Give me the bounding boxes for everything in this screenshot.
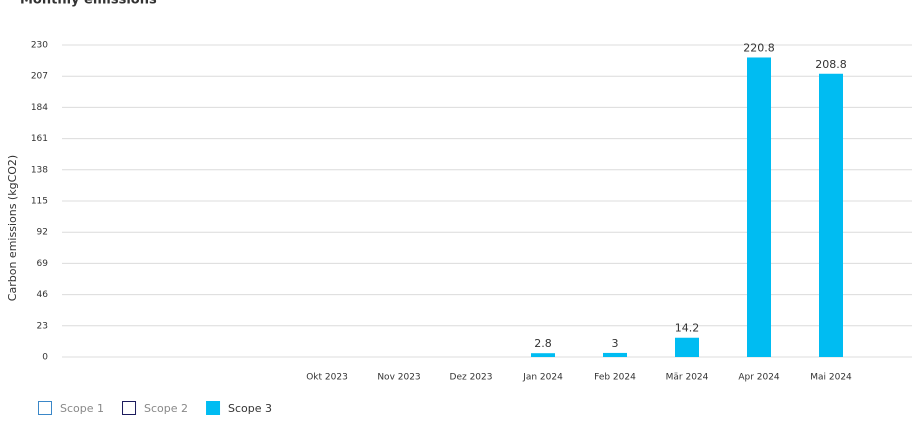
x-tick-label: Feb 2024 [594, 373, 636, 383]
y-tick-label: 23 [37, 321, 48, 331]
y-tick-label: 207 [31, 72, 48, 82]
legend-swatch [38, 401, 52, 415]
x-tick-label: Dez 2023 [450, 373, 493, 383]
data-label: 14.2 [675, 322, 700, 335]
x-tick-label: Nov 2023 [377, 373, 420, 383]
data-label: 3 [612, 337, 619, 350]
data-label: 220.8 [743, 41, 775, 54]
x-tick-label: Jan 2024 [522, 373, 563, 383]
y-tick-label: 0 [42, 353, 48, 363]
data-label: 2.8 [534, 337, 552, 350]
y-tick-label: 115 [31, 197, 48, 207]
y-tick-label: 184 [31, 103, 48, 113]
y-tick-label: 46 [37, 290, 49, 300]
y-tick-label: 230 [31, 41, 48, 51]
bar [819, 73, 843, 357]
legend-label: Scope 3 [228, 402, 272, 415]
x-tick-label: Mär 2024 [666, 373, 709, 383]
legend-swatch [206, 401, 221, 415]
data-label: 208.8 [815, 58, 847, 71]
legend-label: Scope 1 [60, 402, 104, 415]
bar [531, 353, 555, 357]
x-tick-label: Okt 2023 [306, 373, 348, 383]
bar [747, 57, 771, 357]
legend-swatch [122, 401, 137, 415]
bar [675, 337, 699, 357]
y-tick-label: 92 [37, 228, 48, 238]
bar [603, 352, 627, 357]
chart-title: Monthly emissions [20, 0, 157, 8]
y-tick-label: 69 [37, 259, 49, 269]
y-tick-label: 161 [31, 134, 48, 144]
y-tick-label: 138 [31, 165, 48, 175]
y-axis-label: Carbon emissions (kgCO2) [6, 155, 19, 301]
x-tick-label: Mai 2024 [810, 373, 852, 383]
legend-label: Scope 2 [144, 402, 188, 415]
x-tick-label: Apr 2024 [738, 373, 780, 383]
